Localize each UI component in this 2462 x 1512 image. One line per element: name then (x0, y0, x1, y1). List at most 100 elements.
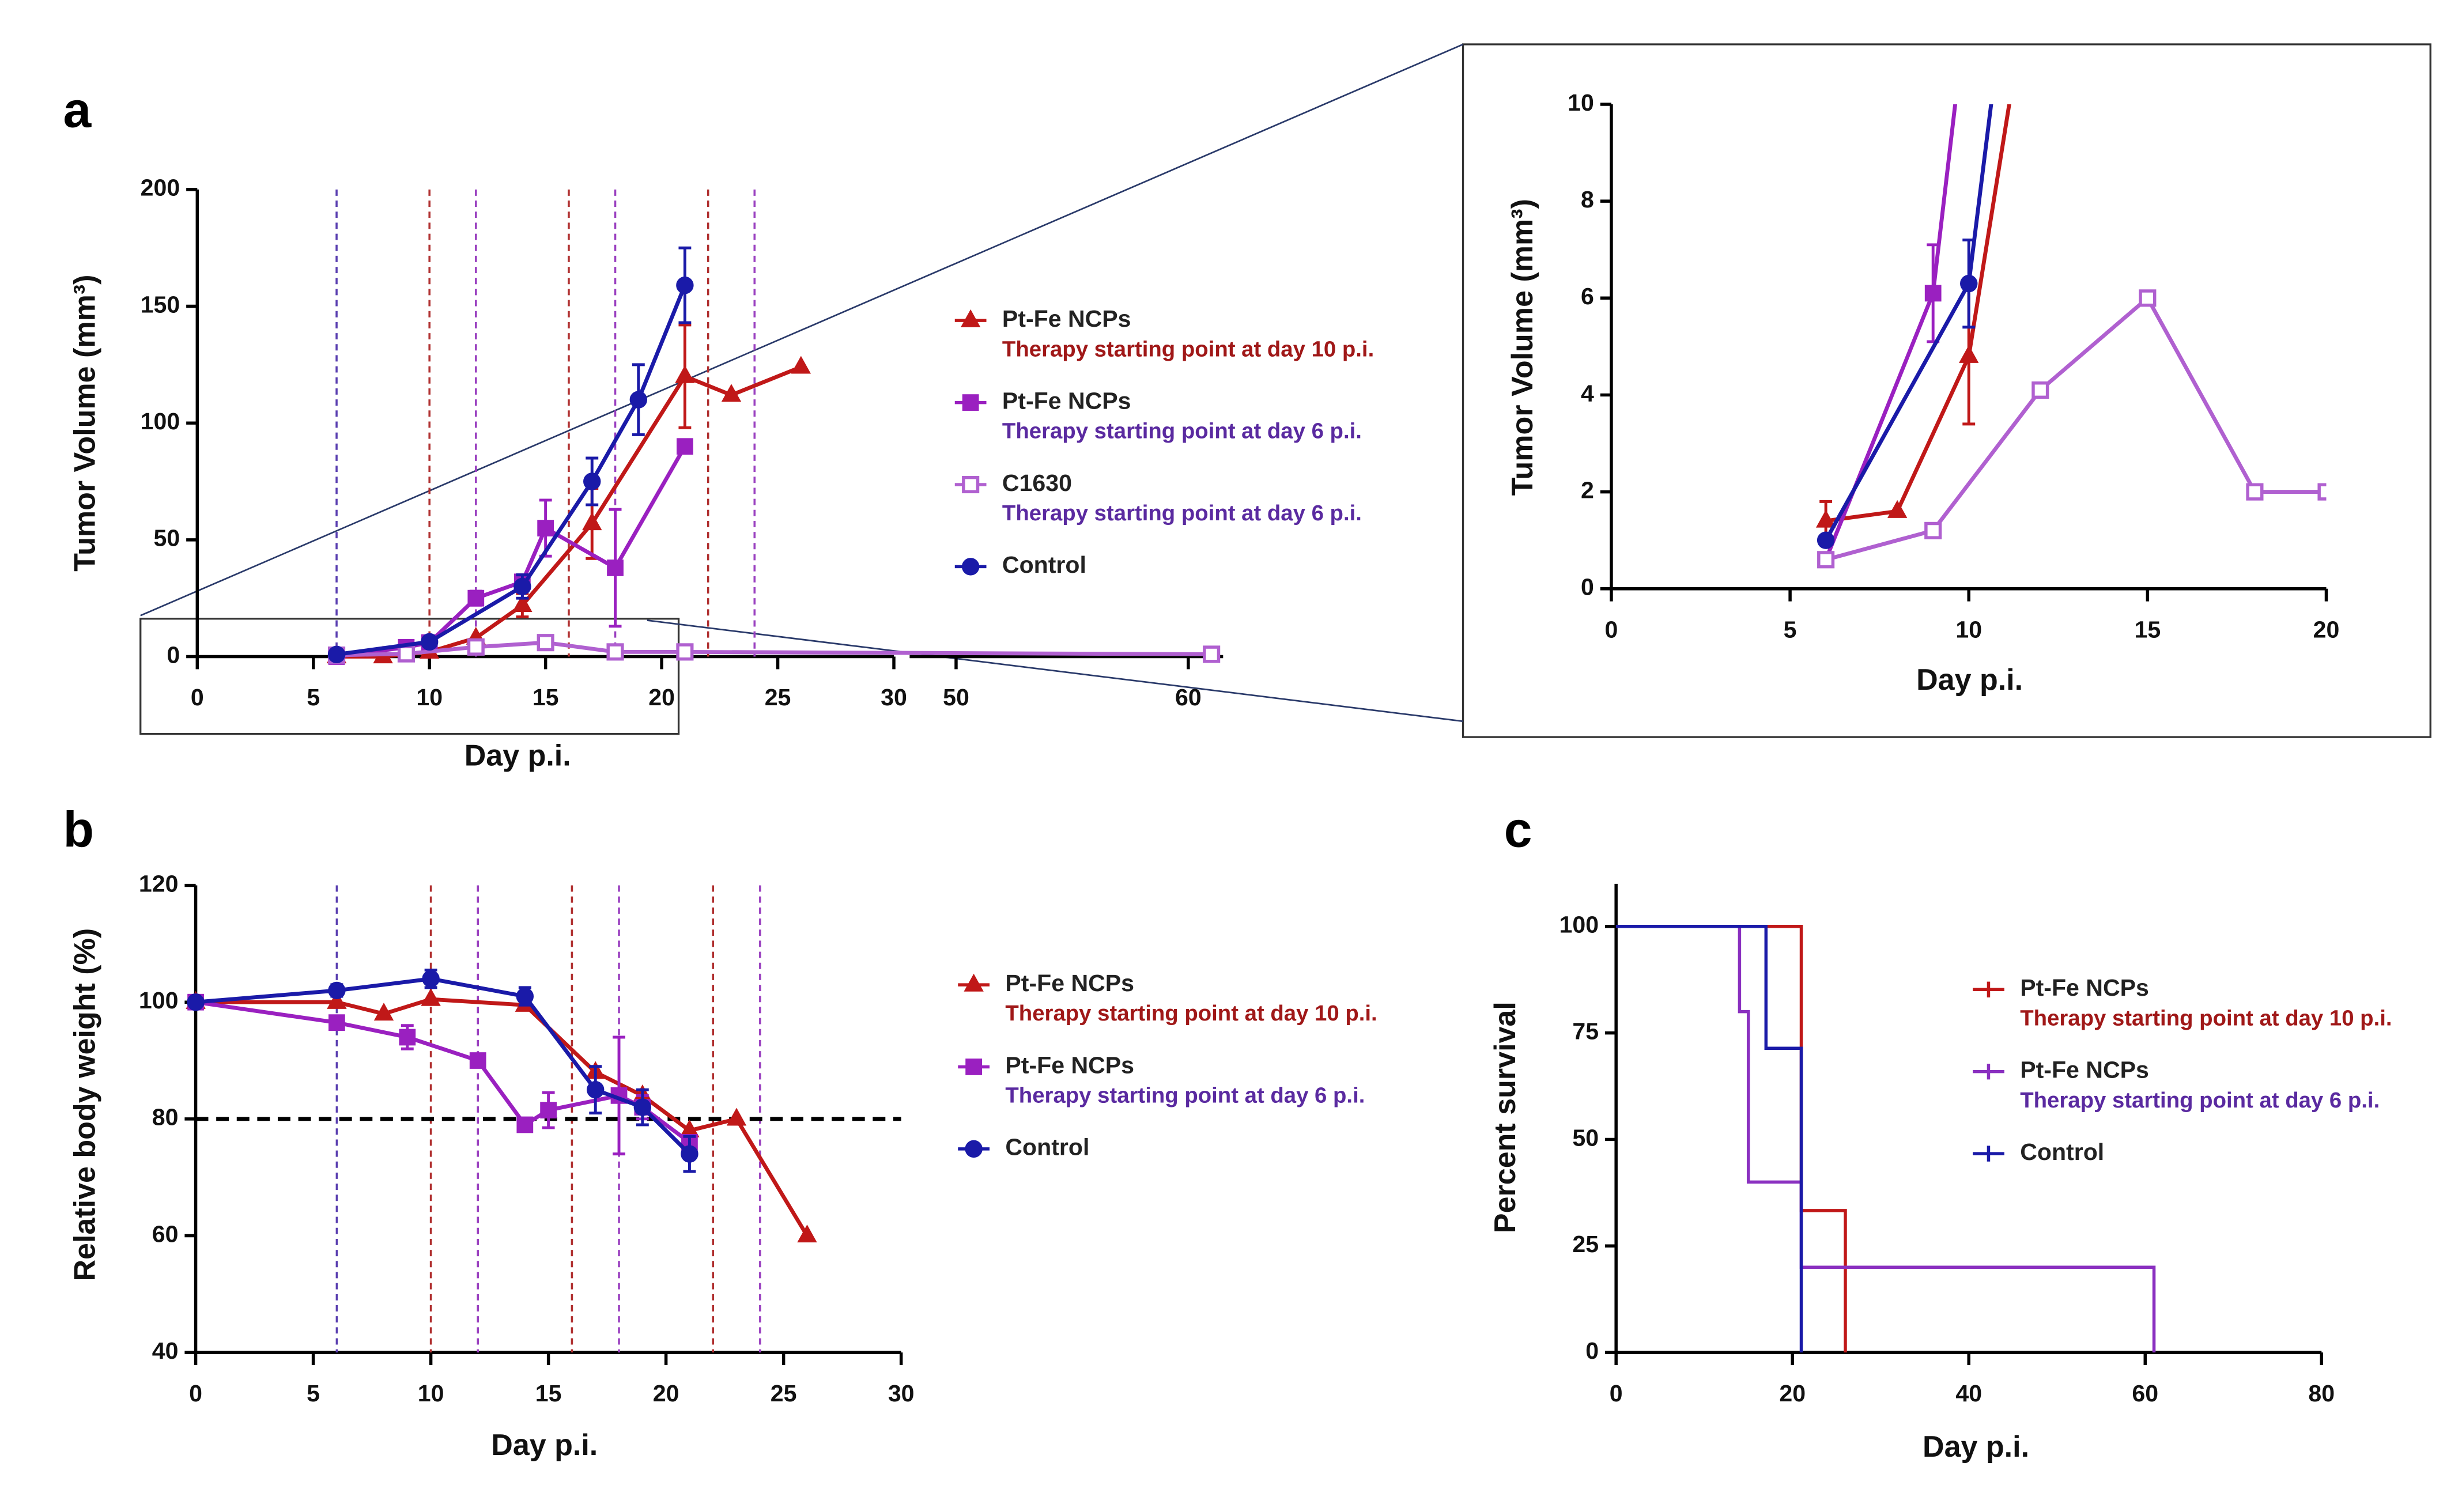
y-tick-label: 150 (141, 291, 180, 317)
chart-panel: 0 50 100 150 200 0 5 10 15 20 25 30 50 60 Day p.i. Tumo… (63, 82, 1375, 773)
marker (1924, 521, 1942, 539)
marker (187, 993, 205, 1011)
legend-label: C1630 (1002, 470, 1072, 496)
marker (677, 438, 693, 455)
x-tick-label: 60 (1175, 684, 1202, 710)
marker (399, 1029, 416, 1046)
marker (676, 643, 694, 661)
y-axis-title: Tumor Volume (mm³) (68, 275, 101, 572)
series-line (336, 445, 687, 659)
series-line (195, 1000, 691, 1144)
series-line (336, 284, 687, 657)
x-tick-label: 10 (418, 1380, 444, 1407)
series-line (1616, 925, 1803, 1353)
marker (1817, 531, 1835, 549)
y-tick-label: 200 (141, 175, 180, 201)
marker (583, 472, 601, 490)
marker (327, 645, 346, 664)
legend-note: Therapy starting point at day 10 p.i. (1002, 337, 1374, 361)
x-tick-label: 20 (653, 1380, 679, 1407)
marker (607, 560, 624, 576)
x-tick-label: 50 (943, 684, 969, 710)
y-tick-label: 100 (1559, 912, 1599, 938)
x-tick-label: 0 (191, 684, 204, 710)
legend-marker (962, 394, 979, 411)
y-tick-label: 10 (1568, 89, 1594, 116)
marker (606, 643, 624, 661)
marker (582, 512, 602, 531)
legend-note: Therapy starting point at day 6 p.i. (1005, 1083, 1365, 1108)
x-tick-label: 20 (2313, 617, 2340, 643)
y-tick-label: 120 (139, 870, 179, 897)
marker (513, 577, 531, 596)
y-axis-title: Percent survival (1489, 1001, 1522, 1233)
x-tick-label: 25 (771, 1380, 797, 1407)
panel-label: a (63, 82, 92, 138)
legend-marker (964, 973, 984, 992)
zoom-line (647, 619, 1463, 723)
marker (964, 973, 984, 992)
legend-label: Pt-Fe NCPs (1005, 1052, 1134, 1078)
marker (469, 1052, 486, 1069)
series-group (1815, 104, 2327, 569)
legend-note: Therapy starting point at day 6 p.i. (1002, 501, 1362, 526)
series-line (1825, 294, 2327, 562)
y-tick-label: 25 (1572, 1231, 1599, 1257)
marker (1887, 500, 1908, 518)
chart-panel: 40 60 80 100 120 0 5 10 15 20 25 30 Day p.i. Relative… (63, 801, 1377, 1462)
series-group (1616, 925, 2156, 1353)
y-tick-label: 50 (153, 525, 180, 551)
legend-note: Therapy starting point at day 10 p.i. (2020, 1006, 2392, 1030)
panel-label: c (1504, 801, 1532, 857)
legend-note: Therapy starting point at day 6 p.i. (2020, 1088, 2380, 1113)
chart-panel: 0 2 4 6 8 10 0 5 10 15 20 Day p.i. Tumor Volume (mm³… (1506, 89, 2340, 697)
x-tick-label: 0 (189, 1380, 202, 1407)
marker (681, 1145, 698, 1163)
zoom-box (139, 618, 680, 735)
marker (1924, 285, 1942, 302)
marker (2246, 483, 2264, 501)
x-tick-label: 30 (888, 1380, 915, 1407)
x-axis-title: Day p.i. (1916, 663, 2023, 697)
legend-label: Pt-Fe NCPs (1005, 970, 1134, 996)
y-tick-label: 60 (152, 1220, 179, 1247)
legend-marker (965, 1140, 983, 1158)
x-tick-label: 15 (533, 684, 559, 710)
x-tick-label: 25 (765, 684, 791, 710)
panel-label: b (63, 801, 95, 857)
legend-label: Control (1005, 1134, 1089, 1161)
marker (962, 394, 979, 411)
marker (676, 276, 694, 294)
marker (2139, 289, 2157, 307)
marker (397, 645, 415, 663)
y-tick-label: 0 (167, 641, 180, 668)
chart-panel: 0 25 50 75 100 0 20 40 60 80 Day p.i. Percent survi… (1489, 801, 2392, 1464)
marker (1203, 645, 1221, 663)
marker (537, 634, 554, 652)
x-tick-label: 40 (1955, 1380, 1982, 1407)
marker (1815, 509, 1836, 528)
marker (537, 520, 554, 536)
y-axis-title: Relative body weight (%) (68, 928, 101, 1282)
x-axis-title: Day p.i. (491, 1428, 598, 1462)
inset-frame (1462, 43, 2431, 738)
marker (2031, 381, 2049, 399)
series-group (326, 246, 1221, 665)
legend-note: Therapy starting point at day 10 p.i. (1005, 1001, 1377, 1026)
marker (1959, 345, 1979, 363)
legend-note: Therapy starting point at day 6 p.i. (1002, 419, 1362, 444)
marker (960, 309, 981, 327)
marker (1817, 551, 1835, 569)
x-tick-label: 20 (648, 684, 675, 710)
marker (1960, 274, 1978, 293)
zoom-line (140, 43, 1464, 617)
y-tick-label: 2 (1581, 477, 1594, 503)
legend-marker (960, 309, 981, 327)
marker (629, 391, 648, 409)
series-line (1616, 925, 2156, 1353)
marker (791, 356, 811, 374)
y-tick-label: 100 (139, 987, 179, 1014)
marker (726, 1107, 747, 1126)
y-tick-label: 50 (1572, 1124, 1599, 1151)
